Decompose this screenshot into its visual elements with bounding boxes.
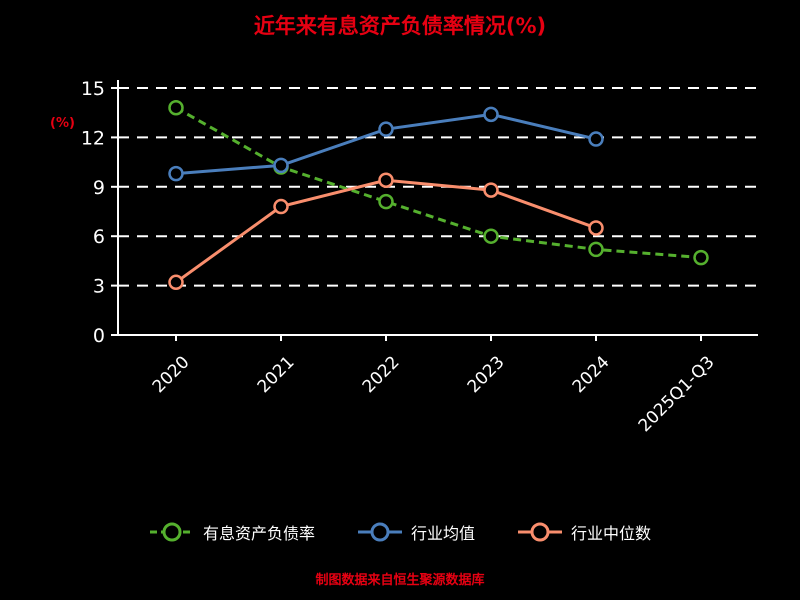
x-tick-label: 2024 <box>569 352 614 397</box>
legend: 有息资产负债率 行业均值 行业中位数 <box>0 520 800 544</box>
x-tick-label: 2021 <box>254 352 299 397</box>
data-point-marker <box>588 241 604 258</box>
data-point-marker <box>168 100 184 116</box>
y-axis-label: (%) <box>50 116 75 131</box>
y-tick-label: 12 <box>81 127 105 149</box>
chart-title: 近年来有息资产负债率情况(%) <box>253 14 547 38</box>
data-point-marker <box>273 198 289 215</box>
legend-item-industry-mean: 行业均值 <box>357 520 475 544</box>
data-point-marker <box>378 172 394 188</box>
x-tick-label: 2020 <box>149 352 194 397</box>
data-point-marker <box>168 165 184 182</box>
data-point-marker <box>483 182 499 198</box>
series-line-0 <box>175 106 702 260</box>
data-point-marker <box>483 228 499 244</box>
y-tick-label: 9 <box>93 177 105 199</box>
data-source-note: 制图数据来自恒生聚源数据库 <box>315 573 485 588</box>
data-point-marker <box>378 193 394 210</box>
legend-marker-icon <box>149 522 194 542</box>
y-tick-label: 15 <box>81 78 105 100</box>
y-tick-label: 6 <box>93 226 105 248</box>
data-point-marker <box>588 220 604 236</box>
y-tick-label: 0 <box>93 325 105 347</box>
legend-item-industry-median: 行业中位数 <box>517 520 651 544</box>
data-point-marker <box>588 131 604 147</box>
data-point-marker <box>693 249 709 266</box>
x-tick-label: 2023 <box>464 352 509 397</box>
legend-label: 行业均值 <box>410 524 475 543</box>
x-tick-label: 2025Q1-Q3 <box>635 352 719 436</box>
data-point-marker <box>168 274 184 291</box>
y-tick-label: 3 <box>93 276 105 298</box>
legend-label: 有息资产负债率 <box>202 524 315 543</box>
data-point-marker <box>273 157 289 174</box>
legend-item-interest-debt-ratio: 有息资产负债率 <box>149 520 315 544</box>
data-point-marker <box>378 121 394 137</box>
legend-marker-icon <box>518 522 562 542</box>
data-point-marker <box>483 106 499 123</box>
legend-marker-icon <box>357 522 402 542</box>
x-tick-label: 2022 <box>359 352 404 397</box>
legend-label: 行业中位数 <box>571 524 652 543</box>
